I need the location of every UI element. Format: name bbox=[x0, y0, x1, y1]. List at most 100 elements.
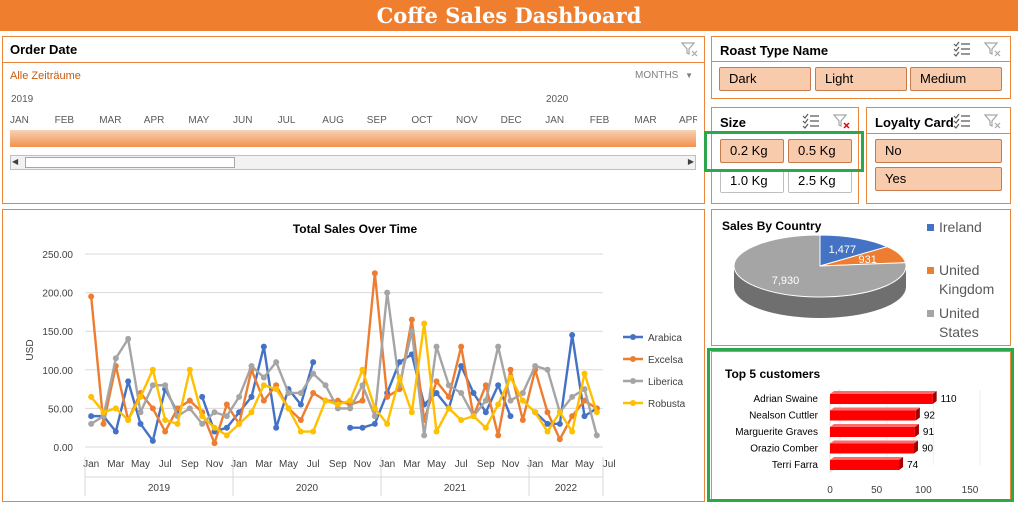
data-point bbox=[532, 409, 539, 416]
clear-filter-icon[interactable] bbox=[679, 41, 699, 57]
bar bbox=[830, 394, 933, 404]
timeline-month[interactable]: FEB bbox=[54, 115, 75, 126]
x-tick-label: Sep bbox=[181, 459, 199, 470]
data-point bbox=[236, 393, 243, 400]
bar-side bbox=[914, 424, 919, 437]
data-point bbox=[248, 362, 255, 369]
data-point bbox=[470, 389, 477, 396]
x-tick-label: May bbox=[427, 459, 446, 470]
data-point bbox=[507, 374, 514, 381]
data-point bbox=[408, 316, 415, 323]
multi-select-icon[interactable] bbox=[952, 113, 972, 129]
sales-over-time-chart: Total Sales Over Time 0.00 50.00 100.00 150.… bbox=[2, 209, 705, 502]
timeline-month[interactable]: AUG bbox=[322, 115, 344, 126]
timeline-month[interactable]: MAY bbox=[188, 115, 210, 126]
bar-top bbox=[830, 424, 919, 427]
bar bbox=[830, 443, 914, 454]
data-point bbox=[556, 436, 563, 443]
timeline-month[interactable]: APR bbox=[143, 115, 165, 126]
data-point bbox=[532, 362, 539, 369]
timeline-month[interactable]: DEC bbox=[500, 115, 522, 126]
data-point bbox=[223, 401, 230, 408]
legend-label: United States bbox=[939, 305, 979, 340]
data-point bbox=[273, 386, 280, 393]
data-point bbox=[223, 413, 230, 420]
data-point bbox=[371, 420, 378, 427]
clear-filter-icon[interactable] bbox=[982, 41, 1002, 57]
multi-select-icon[interactable] bbox=[952, 41, 972, 57]
slicer-item-medium[interactable]: Medium bbox=[910, 67, 1002, 91]
data-point bbox=[322, 382, 329, 389]
data-point bbox=[137, 409, 144, 416]
x-tick-label: May bbox=[575, 459, 594, 470]
x-tick-label: Jul bbox=[455, 459, 468, 470]
timeline-month[interactable]: JAN bbox=[10, 115, 29, 126]
bar-top bbox=[830, 457, 904, 460]
slicer-item-yes[interactable]: Yes bbox=[875, 167, 1002, 191]
data-point bbox=[507, 366, 514, 373]
slicer-item-light[interactable]: Light bbox=[815, 67, 907, 91]
timeline-month[interactable]: JUL bbox=[277, 115, 296, 126]
data-point bbox=[458, 343, 465, 350]
size-highlight-box bbox=[704, 131, 864, 172]
bar-category-label: Orazio Comber bbox=[750, 444, 818, 455]
timeline-month[interactable]: MAR bbox=[634, 115, 657, 126]
time-level-dropdown[interactable]: MONTHS ▼ bbox=[635, 70, 693, 81]
scroll-thumb[interactable] bbox=[25, 157, 235, 168]
slicer-item-no[interactable]: No bbox=[875, 139, 1002, 163]
timeline-month[interactable]: APR bbox=[679, 115, 697, 126]
data-point bbox=[260, 374, 267, 381]
slicer-item-1-0kg[interactable]: 1.0 Kg bbox=[720, 169, 784, 193]
timeline-scrollbar[interactable]: ◀ ▶ bbox=[10, 155, 696, 170]
data-point bbox=[396, 374, 403, 381]
slicer-item-0-2kg[interactable]: 0.2 Kg bbox=[720, 139, 784, 163]
clear-filter-icon[interactable] bbox=[831, 113, 851, 129]
order-date-timeline[interactable]: Order Date Alle Zeiträume MONTHS ▼ 2019 … bbox=[2, 36, 705, 204]
x-tick-label: 50 bbox=[871, 485, 883, 496]
bar-data-label: 92 bbox=[924, 411, 936, 422]
data-point bbox=[581, 413, 588, 420]
x-tick-label: 0 bbox=[827, 485, 833, 496]
scroll-right-icon[interactable]: ▶ bbox=[687, 157, 694, 166]
data-point bbox=[519, 389, 526, 396]
data-point bbox=[297, 416, 304, 423]
timeline-year: 2020 bbox=[546, 94, 569, 105]
data-point bbox=[297, 389, 304, 396]
clear-filter-icon[interactable] bbox=[982, 113, 1002, 129]
sales-by-country-chart: Sales By Country 1,477 931 7,930 Ireland Unit… bbox=[711, 209, 1011, 346]
timeline-month[interactable]: OCT bbox=[411, 115, 433, 126]
legend-label: Liberica bbox=[648, 377, 683, 388]
slicer-item-2-5kg[interactable]: 2.5 Kg bbox=[788, 169, 852, 193]
y-tick-label: 200.00 bbox=[42, 289, 73, 300]
data-point bbox=[149, 382, 156, 389]
data-point bbox=[149, 366, 156, 373]
timeline-month[interactable]: SEP bbox=[366, 115, 387, 126]
slicer-item-0-5kg[interactable]: 0.5 Kg bbox=[788, 139, 852, 163]
multi-select-icon[interactable] bbox=[801, 113, 821, 129]
scroll-left-icon[interactable]: ◀ bbox=[12, 157, 19, 166]
data-point bbox=[199, 420, 206, 427]
data-point bbox=[458, 416, 465, 423]
legend-swatch bbox=[927, 267, 934, 274]
x-tick-label: Jul bbox=[603, 459, 616, 470]
data-point bbox=[162, 416, 169, 423]
chart-title: Sales By Country bbox=[722, 219, 822, 233]
data-point bbox=[384, 393, 391, 400]
timeline-month[interactable]: FEB bbox=[589, 115, 610, 126]
timeline-bar[interactable] bbox=[10, 130, 696, 147]
data-point bbox=[359, 424, 366, 431]
y-tick-label: 50.00 bbox=[48, 404, 73, 415]
timeline-month[interactable]: NOV bbox=[456, 115, 478, 126]
bar-category-label: Marguerite Graves bbox=[735, 427, 818, 438]
data-point bbox=[458, 362, 465, 369]
data-point bbox=[297, 401, 304, 408]
bar-top bbox=[830, 407, 920, 411]
data-point bbox=[433, 428, 440, 435]
slicer-item-dark[interactable]: Dark bbox=[719, 67, 811, 91]
timeline-month[interactable]: JUN bbox=[233, 115, 253, 126]
timeline-month[interactable]: JAN bbox=[545, 115, 565, 126]
y-tick-label: 250.00 bbox=[42, 250, 73, 261]
x-tick-label: Mar bbox=[255, 459, 273, 470]
timeline-month[interactable]: MAR bbox=[99, 115, 122, 126]
data-point bbox=[211, 409, 218, 416]
